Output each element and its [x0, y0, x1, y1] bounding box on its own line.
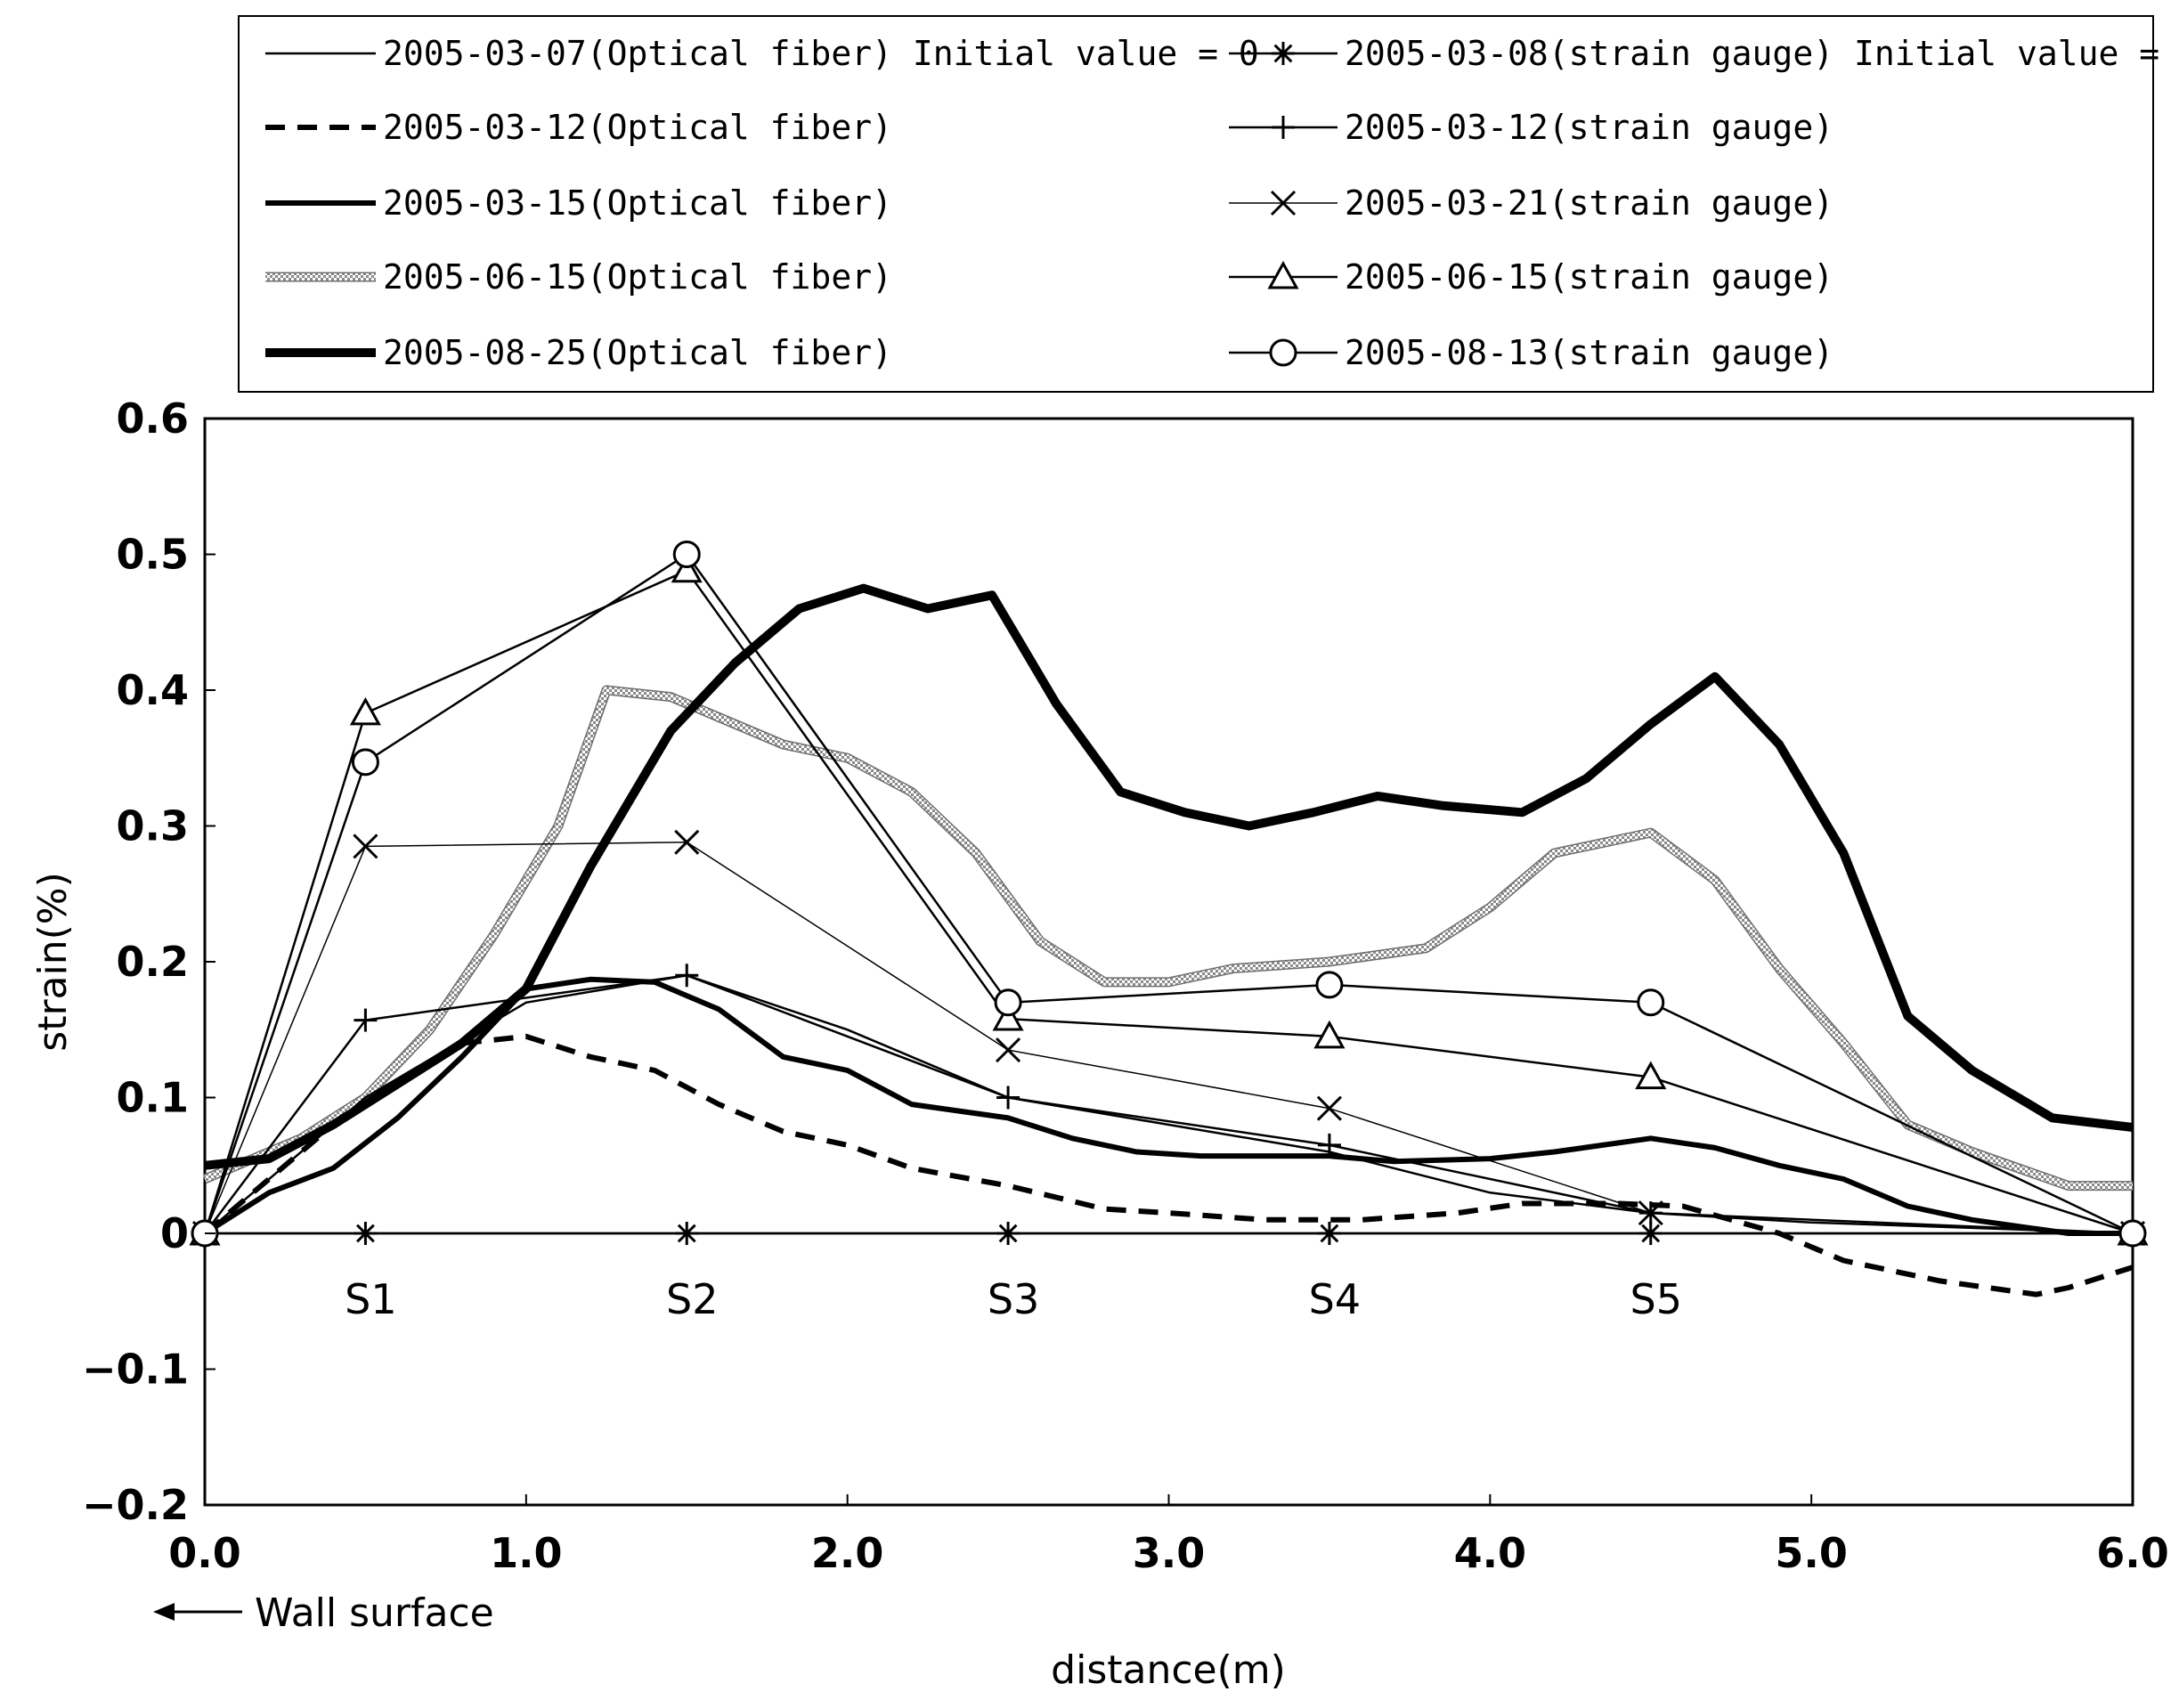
data-point-asterisk: [1317, 1222, 1341, 1245]
data-point-asterisk: [354, 1222, 378, 1245]
series-1: [203, 1033, 2134, 1297]
series-0: [204, 974, 2134, 1235]
legend-item: 2005-03-12(strain gauge): [1229, 108, 1833, 147]
data-point-triangle: [992, 1002, 1024, 1031]
data-point-circle: [994, 988, 1022, 1017]
y-tick-label: 0.1: [117, 1074, 190, 1122]
data-point-circle: [672, 541, 701, 568]
legend-marker-plus: [1272, 116, 1295, 139]
legend-item: 2005-03-08(strain gauge) Initial value =…: [1229, 34, 2179, 73]
data-point-x: [353, 834, 378, 859]
legend-item: 2005-06-15(strain gauge): [1229, 257, 1833, 297]
legend-item: 2005-03-15(Optical fiber): [265, 183, 892, 223]
legend-label: 2005-03-15(Optical fiber): [383, 183, 892, 223]
y-axis: 0.6 0.5 0.4 0.3 0.2 0.1 0 −0.1 −0.2: [82, 394, 215, 1529]
data-point-circle: [351, 748, 379, 777]
data-point-x: [674, 829, 700, 855]
legend-label: 2005-03-08(strain gauge) Initial value =…: [1345, 34, 2179, 73]
legend-marker-x: [1270, 190, 1297, 216]
data-point-circle: [1637, 988, 1665, 1017]
legend: 2005-03-07(Optical fiber) Initial value …: [238, 15, 2179, 393]
series-9: [191, 541, 2147, 1248]
y-tick-label: −0.1: [82, 1346, 189, 1394]
legend-marker-asterisk: [1272, 42, 1295, 65]
sensor-label: S4: [1309, 1275, 1361, 1323]
data-point-asterisk: [1638, 1222, 1663, 1245]
data-point-x: [996, 1037, 1021, 1063]
series-line: [204, 974, 2134, 1235]
legend-label: 2005-08-25(Optical fiber): [383, 333, 892, 372]
y-tick-label: −0.2: [82, 1481, 189, 1529]
y-tick-label: 0.3: [117, 802, 190, 850]
x-tick-label: 5.0: [1775, 1529, 1848, 1577]
legend-item: 2005-08-25(Optical fiber): [265, 333, 892, 372]
plot-area: S1 S2 S3 S4 S5: [189, 417, 2149, 1507]
legend-label: 2005-03-07(Optical fiber) Initial value …: [383, 34, 1259, 73]
legend-label: 2005-06-15(Optical fiber): [383, 257, 892, 297]
x-tick-label: 3.0: [1133, 1529, 1206, 1577]
data-point-asterisk: [675, 1222, 699, 1245]
data-point-plus: [675, 964, 699, 988]
legend-label: 2005-03-12(strain gauge): [1345, 108, 1833, 147]
data-point-triangle: [1313, 1020, 1346, 1049]
y-tick-label: 0.6: [117, 394, 190, 443]
wall-arrow-head-icon: [153, 1603, 175, 1621]
legend-label: 2005-03-12(Optical fiber): [383, 108, 892, 147]
y-tick-label: 0.5: [117, 531, 190, 579]
sensor-label: S2: [666, 1275, 718, 1323]
y-tick-label: 0.4: [117, 666, 190, 714]
data-point-plus: [354, 1008, 378, 1032]
data-point-triangle: [671, 554, 703, 583]
legend-item: 2005-03-12(Optical fiber): [265, 108, 892, 147]
wall-surface-label: Wall surface: [255, 1590, 494, 1636]
data-point-circle: [1315, 971, 1344, 999]
sensor-label: S1: [345, 1275, 396, 1323]
x-axis: 0.0 1.0 2.0 3.0 4.0 5.0 6.0: [168, 1494, 2169, 1577]
legend-item: 2005-08-13(strain gauge): [1229, 333, 1833, 372]
y-tick-label: 0.2: [117, 938, 190, 986]
data-point-circle: [2118, 1219, 2147, 1248]
series-line: [203, 976, 2133, 1236]
data-point-plus: [996, 1086, 1020, 1110]
legend-item: 2005-03-07(Optical fiber) Initial value …: [265, 34, 1259, 73]
legend-item: 2005-03-21(strain gauge): [1229, 183, 1833, 223]
series-2: [203, 976, 2133, 1236]
series-line: [203, 687, 2133, 1190]
plot-frame: [203, 417, 2134, 1507]
sensor-label: S3: [988, 1275, 1039, 1323]
x-tick-label: 2.0: [811, 1529, 884, 1577]
data-point-plus: [1317, 1133, 1341, 1157]
data-point-triangle: [1635, 1061, 1667, 1090]
x-tick-label: 1.0: [490, 1529, 563, 1577]
series-line: [204, 583, 2134, 1170]
series-4: [204, 583, 2134, 1170]
legend-label: 2005-03-21(strain gauge): [1345, 183, 1833, 223]
legend-marker-triangle: [1267, 260, 1299, 289]
wall-surface-annotation: Wall surface: [153, 1590, 494, 1636]
legend-label: 2005-08-13(strain gauge): [1345, 333, 1833, 372]
x-tick-label: 6.0: [2096, 1529, 2169, 1577]
legend-item: 2005-06-15(Optical fiber): [265, 257, 892, 297]
legend-box: [238, 15, 2154, 393]
sensor-label: S5: [1630, 1275, 1682, 1323]
y-axis-label: strain(%): [30, 872, 76, 1051]
series-line: [203, 1033, 2134, 1297]
legend-marker-circle: [1269, 338, 1297, 367]
x-tick-label: 4.0: [1454, 1529, 1527, 1577]
series-3: [202, 685, 2133, 1192]
x-axis-label: distance(m): [1051, 1647, 1286, 1693]
legend-label: 2005-06-15(strain gauge): [1345, 257, 1833, 297]
data-point-asterisk: [996, 1222, 1020, 1245]
data-point-x: [1316, 1095, 1342, 1121]
y-tick-label: 0: [160, 1209, 189, 1257]
data-point-triangle: [349, 696, 381, 726]
data-point-x: [1638, 1200, 1663, 1226]
x-tick-label: 0.0: [168, 1529, 241, 1577]
